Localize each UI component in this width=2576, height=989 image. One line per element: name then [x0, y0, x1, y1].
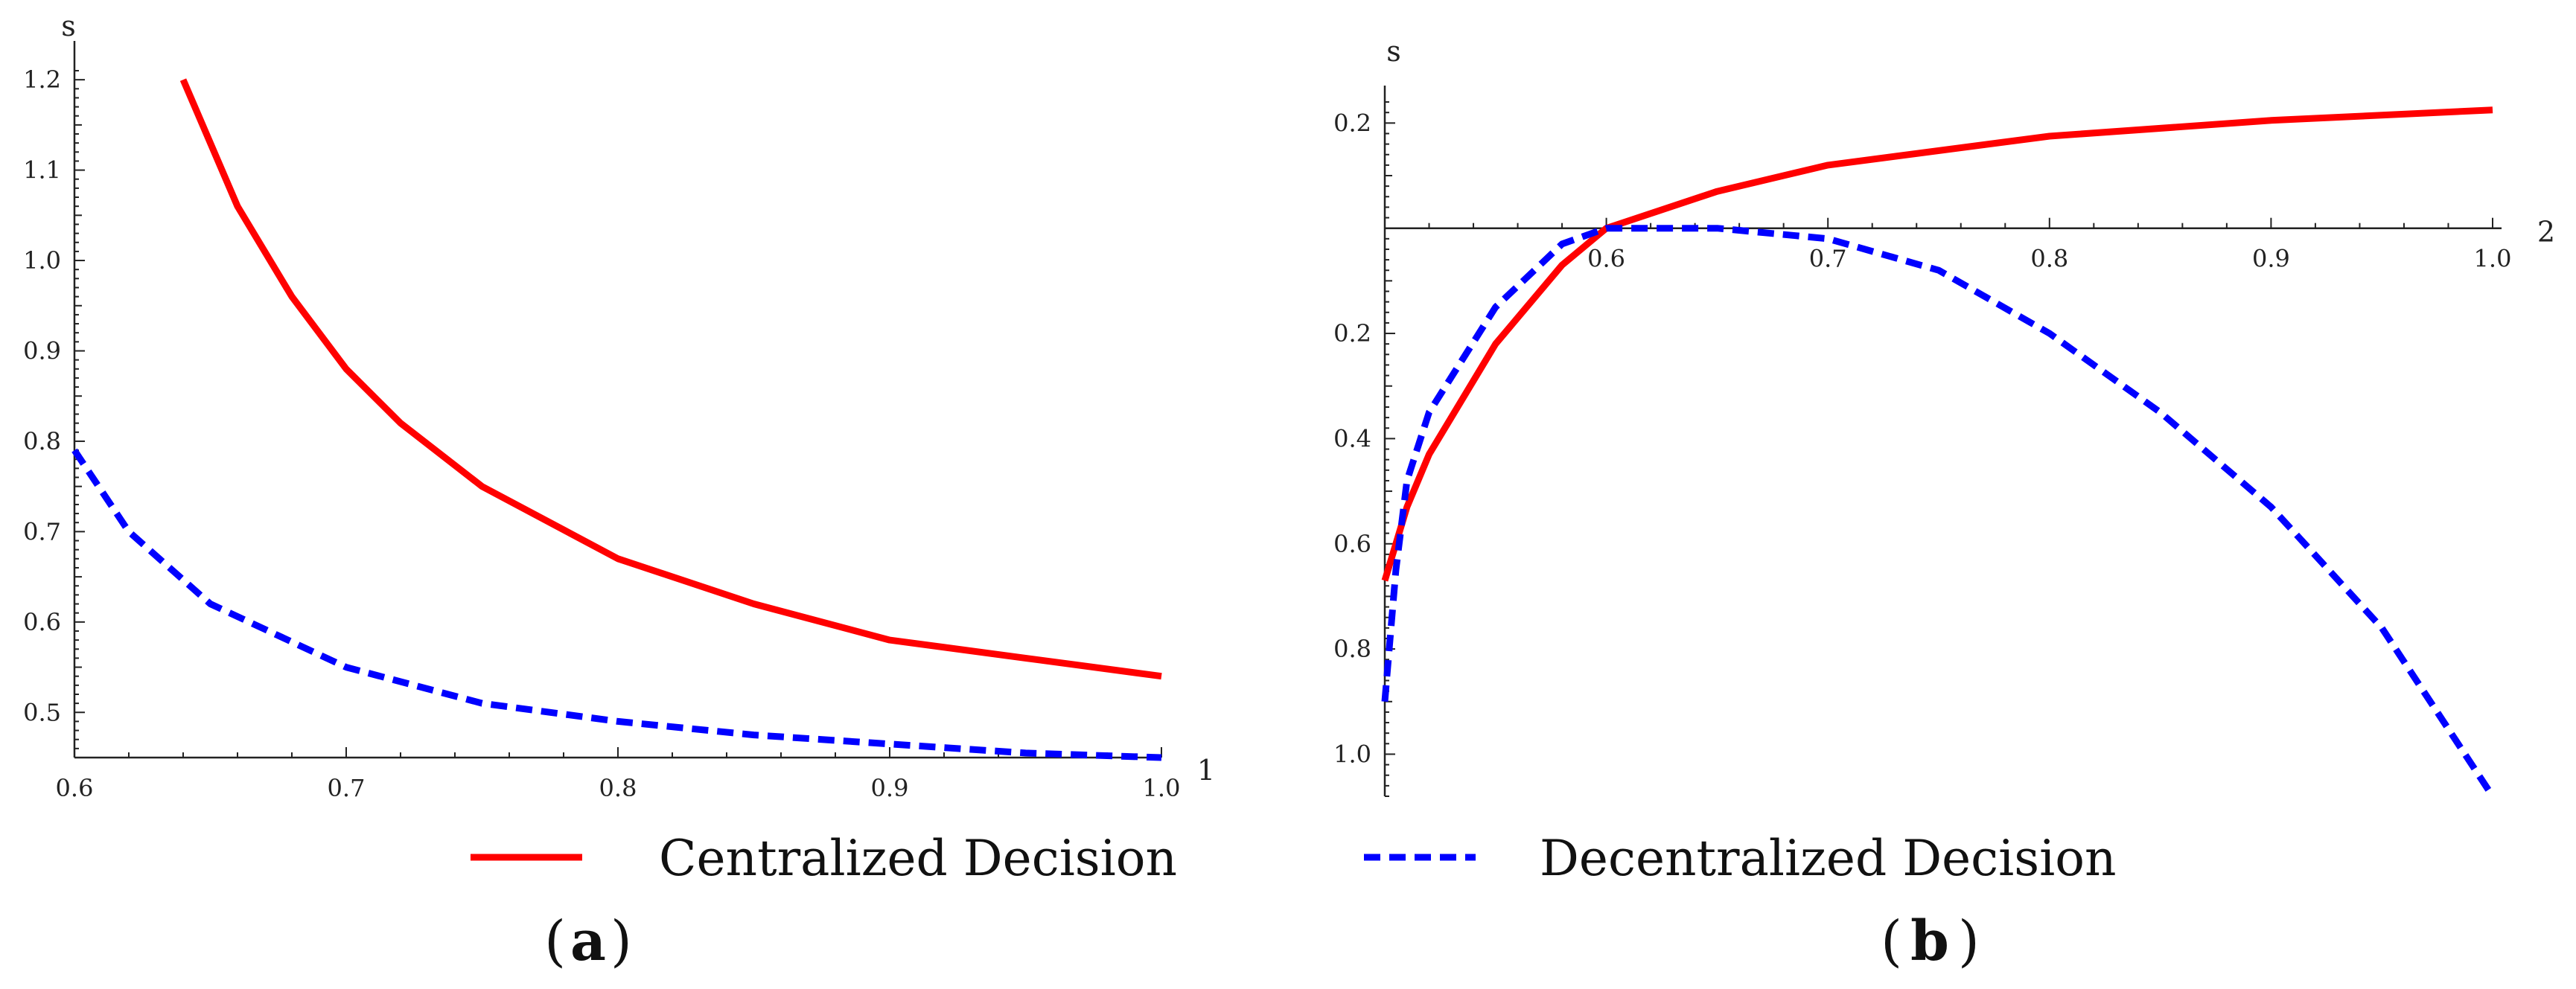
legend-label-decentralized: Decentralized Decision [1540, 830, 2116, 887]
panel-label-b: b [1910, 909, 1949, 973]
y-tick-label: 0.5 [23, 698, 61, 726]
x-tick-label: 1.0 [1143, 774, 1181, 802]
series-line-decentralized [1381, 225, 2496, 798]
x-axis-label: 1 [1197, 754, 1215, 787]
legend: Centralized Decision Decentralized Decisi… [471, 830, 2116, 887]
x-tick-label: 0.7 [328, 774, 366, 802]
y-tick-label: 1.2 [23, 65, 61, 94]
x-tick-label: 0.8 [2030, 245, 2068, 273]
y-axis-label: s [61, 10, 76, 42]
panel-label-paren-close-b: ) [1958, 909, 1980, 973]
x-tick-label: 0.6 [56, 774, 94, 802]
x-tick-label: 0.7 [1809, 245, 1847, 273]
y-tick-label: 0.8 [1333, 635, 1371, 663]
y-axis-label: s [1386, 35, 1401, 68]
x-tick-label: 0.9 [871, 774, 909, 802]
y-tick-label: 0.7 [23, 517, 61, 545]
y-tick-label: 0.2 [1333, 109, 1371, 137]
y-tick-label: 0.6 [1333, 530, 1371, 558]
chart-panel-a: 0.6 0.7 0.8 0.9 1.0 0.5 0.6 0.7 0.8 0.9 1.0 1.1 1.2s… [23, 10, 1215, 973]
x-tick-label: 0.9 [2252, 245, 2290, 273]
series-line-centralized [179, 78, 1162, 680]
x-axis-label: 2 [2537, 216, 2555, 249]
y-tick-label: 0.9 [23, 336, 61, 365]
y-tick-label: 0.4 [1333, 424, 1371, 452]
y-tick-label: 1.0 [1333, 740, 1371, 768]
panel-label-paren-open-b: ( [1881, 909, 1902, 973]
panel-label-paren-close-a: ) [610, 909, 632, 973]
y-tick-label: 1.1 [23, 156, 61, 185]
x-tick-label: 0.8 [599, 774, 637, 802]
chart-panel-b: 0.6 0.7 0.8 0.9 1.0 0.2 0.2 0.4 0.6 0.8 1.0 s 2 (b) [1333, 35, 2555, 973]
y-tick-label: 0.2 [1333, 319, 1371, 348]
x-tick-label: 1.0 [2474, 245, 2512, 273]
panel-label-a: a [570, 909, 606, 973]
x-tick-label: 0.6 [1587, 245, 1625, 273]
legend-label-centralized: Centralized Decision [659, 830, 1177, 887]
y-tick-label: 0.6 [23, 608, 61, 636]
y-tick-label: 1.0 [23, 246, 61, 275]
series-line-decentralized [71, 448, 1162, 761]
series-line-centralized [1381, 106, 2493, 582]
y-tick-label: 0.8 [23, 427, 61, 455]
panel-label-paren-open-a: ( [544, 909, 566, 973]
